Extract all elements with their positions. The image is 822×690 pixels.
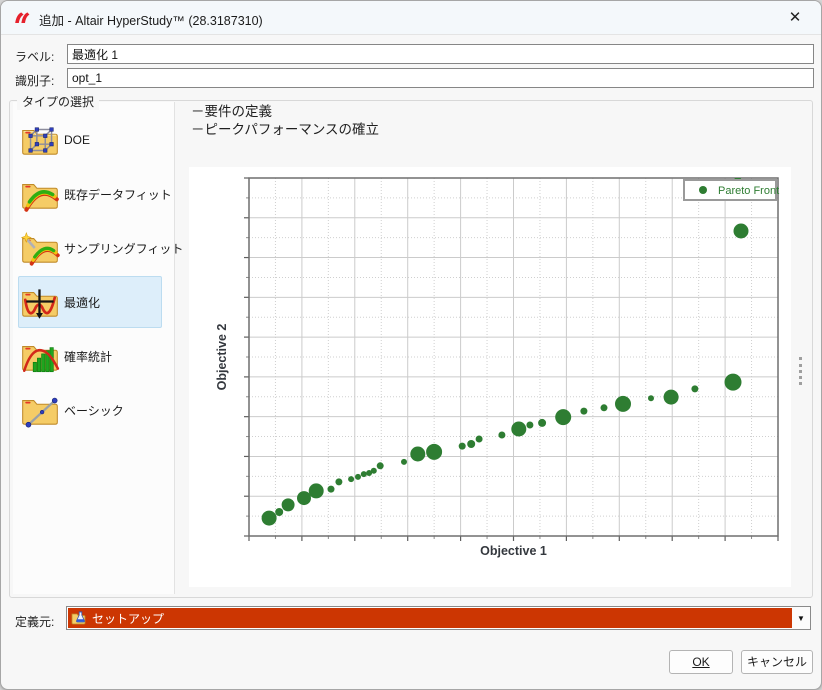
close-icon[interactable]: ✕ [788, 9, 802, 26]
combobox-selected-item[interactable]: セットアップ [68, 608, 792, 628]
approach-description: －要件の定義 －ピークパフォーマンスの確立 [191, 103, 379, 139]
pareto-chart: Pareto Front Objective 1 Objective 2 [215, 177, 779, 558]
sampling-fit-icon [20, 232, 60, 266]
type-item-doe[interactable]: DOE [18, 114, 162, 166]
legend-label: Pareto Front [718, 185, 779, 197]
combobox-value: セットアップ [92, 611, 165, 626]
type-item-label: 最適化 [64, 295, 101, 310]
type-item-basic[interactable]: ベーシック [18, 384, 162, 436]
y-axis-label: Objective 2 [215, 324, 229, 391]
definition-source-label: 定義元: [15, 615, 55, 629]
altair-logo-icon [15, 12, 30, 23]
description-line: －ピークパフォーマンスの確立 [191, 122, 380, 137]
legend-marker [699, 186, 707, 194]
definition-source-combobox[interactable]: セットアップ ▼ [66, 606, 811, 630]
cancel-button[interactable]: キャンセル [741, 650, 813, 674]
plot-frame [248, 177, 779, 537]
type-item-label: 既存データフィット [64, 187, 172, 202]
type-item-label: 確率統計 [64, 349, 113, 364]
dropdown-arrow-icon[interactable]: ▼ [792, 607, 810, 629]
type-item-label: DOE [64, 133, 91, 147]
basic-icon [22, 397, 58, 428]
identifier-input[interactable] [67, 68, 814, 88]
type-item-stochastics[interactable]: 確率統計 [18, 330, 162, 382]
pareto-points [261, 178, 749, 526]
title-bar[interactable]: 追加 - Altair HyperStudy™ (28.3187310) ✕ [1, 1, 821, 35]
description-line: －要件の定義 [191, 104, 272, 119]
identifier-field-label: 識別子: [15, 74, 55, 88]
ok-button[interactable]: OK [669, 650, 733, 674]
type-item-optimization[interactable]: 最適化 [18, 276, 162, 328]
existing-data-fit-icon [22, 184, 59, 212]
type-item-label: サンプリングフィット [64, 241, 184, 256]
label-field-label: ラベル: [15, 50, 55, 64]
label-input[interactable] [67, 44, 814, 64]
optimization-icon [22, 289, 58, 319]
doe-icon [22, 127, 58, 155]
stochastics-icon [22, 346, 60, 373]
chart-panel: Pareto Front Objective 1 Objective 2 [189, 167, 791, 587]
type-list: DOE 既存データフィット [13, 102, 183, 594]
type-item-label: ベーシック [64, 403, 124, 418]
type-group-title: タイプの選択 [17, 93, 100, 110]
x-axis-label: Objective 1 [480, 544, 547, 558]
type-item-sampling-fit[interactable]: サンプリングフィット [18, 222, 183, 274]
window-title: 追加 - Altair HyperStudy™ (28.3187310) [39, 14, 263, 28]
type-group-box [9, 100, 813, 598]
legend-box [683, 179, 777, 201]
setup-flask-icon [71, 611, 86, 625]
splitter-handle[interactable] [799, 357, 802, 385]
type-item-existing-data-fit[interactable]: 既存データフィット [18, 168, 172, 220]
